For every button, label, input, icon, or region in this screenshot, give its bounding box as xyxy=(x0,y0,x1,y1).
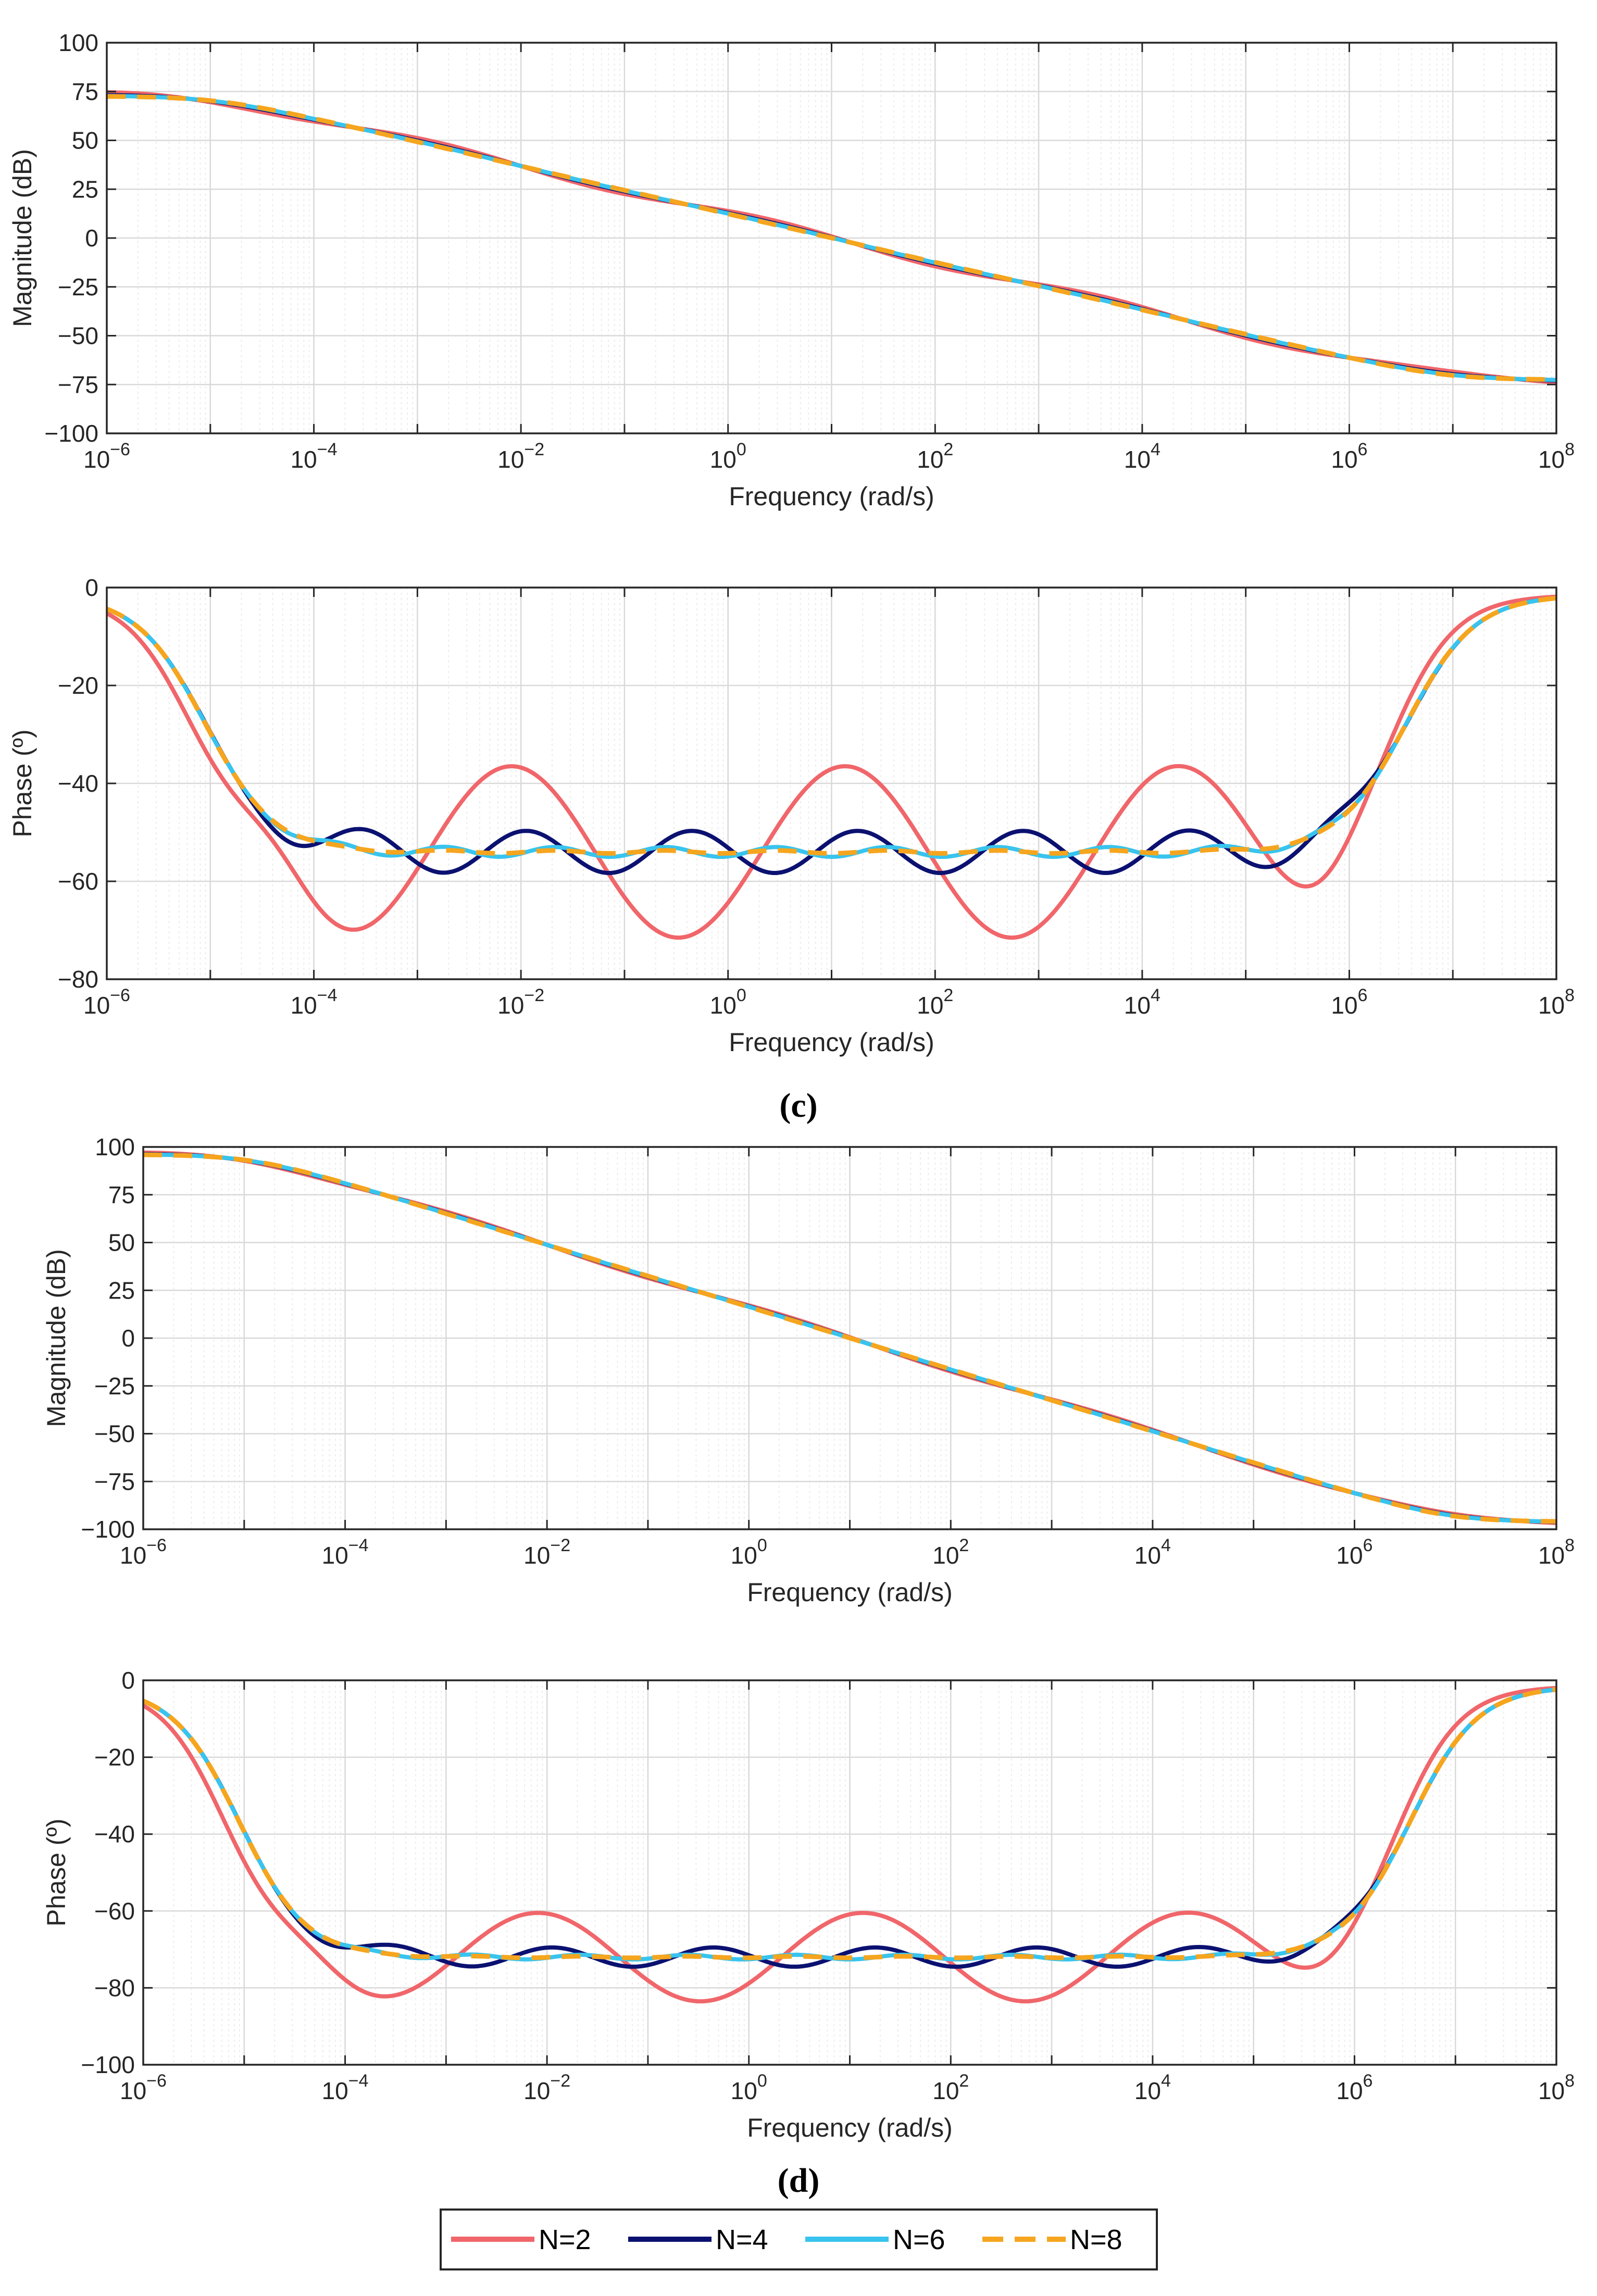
x-tick-label: 100 xyxy=(710,440,746,473)
x-tick-label: 104 xyxy=(1134,2071,1171,2104)
legend-label: N=2 xyxy=(539,2224,591,2255)
y-tick-label: −60 xyxy=(94,1898,135,1925)
series-line-n6 xyxy=(106,596,1557,859)
plot-d-phase: 10−6 10−4 10−2 100 102 104 106 1080−20−40−60−80… xyxy=(42,1667,1575,2142)
x-tick-label: 10−2 xyxy=(523,2071,570,2104)
series-lines xyxy=(106,594,1557,940)
x-axis-label: Frequency (rad/s) xyxy=(747,1578,953,1607)
x-tick-label: 104 xyxy=(1124,440,1161,473)
y-tick-label: −25 xyxy=(94,1372,135,1400)
x-ticks: 10−6 10−4 10−2 100 102 104 106 108 xyxy=(83,588,1575,1019)
y-tick-label: 25 xyxy=(72,176,98,203)
y-tick-label: 0 xyxy=(85,224,98,252)
x-tick-label: 10−2 xyxy=(497,985,544,1019)
x-tick-label: 102 xyxy=(932,1536,969,1569)
y-ticks: 100 75 50 25 0 −25 −50 −75 −100 xyxy=(44,29,1556,447)
y-tick-label: −40 xyxy=(94,1820,135,1848)
x-tick-label: 108 xyxy=(1538,1536,1575,1569)
y-axis-label: Magnitude (dB) xyxy=(8,149,37,327)
x-tick-label: 104 xyxy=(1134,1536,1171,1569)
y-tick-label: −100 xyxy=(81,1516,135,1543)
legend-item-n6: N=6 xyxy=(805,2224,945,2255)
x-tick-label: 102 xyxy=(932,2071,969,2104)
y-tick-label: 0 xyxy=(121,1325,135,1352)
legend-box xyxy=(440,2208,1158,2270)
x-axis-label: Frequency (rad/s) xyxy=(729,1028,934,1057)
series-line-n8 xyxy=(106,94,1557,382)
y-tick-label: −80 xyxy=(58,966,98,993)
x-tick-label: 100 xyxy=(710,985,746,1019)
y-tick-label: 100 xyxy=(58,29,98,56)
x-tick-label: 10−4 xyxy=(322,1536,369,1569)
legend: N=2 N=4 N=6 N=8 xyxy=(440,2208,1158,2270)
y-tick-label: 50 xyxy=(72,127,98,154)
x-tick-label: 10−2 xyxy=(497,440,544,473)
series-line-n2 xyxy=(142,1686,1557,2004)
x-tick-label: 10−2 xyxy=(523,1536,570,1569)
x-tick-label: 108 xyxy=(1538,2071,1575,2104)
y-tick-label: 25 xyxy=(108,1277,135,1304)
y-tick-label: −50 xyxy=(94,1420,135,1448)
series-line-n2 xyxy=(106,594,1557,940)
x-tick-label: 106 xyxy=(1331,440,1367,473)
x-tick-label: 108 xyxy=(1538,985,1575,1019)
y-tick-label: −60 xyxy=(58,868,98,895)
grid xyxy=(142,1679,1556,2066)
x-tick-label: 102 xyxy=(917,440,953,473)
x-axis-label: Frequency (rad/s) xyxy=(729,482,934,511)
series-lines xyxy=(142,1686,1557,2004)
plots-layer: 10−6 10−4 10−2 100 102 104 106 1081007550250−25… xyxy=(8,29,1575,2142)
y-tick-label: −40 xyxy=(58,770,98,797)
y-tick-label: 0 xyxy=(121,1667,135,1694)
y-tick-label: −80 xyxy=(94,1974,135,2001)
y-tick-label: −75 xyxy=(58,371,98,398)
plot-c-phase: 10−6 10−4 10−2 100 102 104 106 1080−20−40−60−80… xyxy=(8,574,1575,1057)
x-tick-label: 10−4 xyxy=(322,2071,369,2104)
series-line-n8 xyxy=(143,1152,1557,1524)
y-tick-label: −100 xyxy=(81,2051,135,2078)
y-tick-label: −100 xyxy=(44,420,98,447)
x-tick-label: 102 xyxy=(917,985,953,1019)
x-tick-label: 106 xyxy=(1331,985,1367,1019)
y-ticks: 100 75 50 25 0 −25 −50 −75 −100 xyxy=(81,1133,1556,1543)
x-tick-label: 104 xyxy=(1124,985,1161,1019)
x-tick-label: 10−4 xyxy=(291,985,338,1019)
y-tick-label: 50 xyxy=(108,1229,135,1256)
y-tick-label: −20 xyxy=(58,672,98,699)
y-tick-label: −75 xyxy=(94,1468,135,1495)
plot-d-mag: 10−6 10−4 10−2 100 102 104 106 1081007550250−25… xyxy=(42,1133,1575,1607)
legend-item-n8: N=8 xyxy=(982,2224,1122,2255)
y-ticks: 0 −20 −40 −60 −80 xyxy=(58,574,1556,993)
y-ticks: 0 −20 −40 −60 −80 −100 xyxy=(81,1667,1556,2078)
x-tick-label: 106 xyxy=(1336,1536,1373,1569)
series-lines xyxy=(143,1150,1557,1525)
panel-label-d: (d) xyxy=(778,2162,820,2200)
y-axis-label: Phase (º) xyxy=(42,1818,71,1926)
y-tick-label: −50 xyxy=(58,322,98,350)
series-lines xyxy=(106,90,1557,385)
legend-label: N=6 xyxy=(893,2224,945,2255)
y-axis-label: Phase (º) xyxy=(8,729,37,837)
series-line-n8 xyxy=(142,1687,1557,1961)
x-tick-label: 108 xyxy=(1538,440,1575,473)
panel-label-c: (c) xyxy=(779,1087,817,1125)
legend-item-n2: N=2 xyxy=(451,2224,591,2255)
x-tick-label: 106 xyxy=(1336,2071,1373,2104)
y-tick-label: −20 xyxy=(94,1744,135,1771)
x-axis-label: Frequency (rad/s) xyxy=(747,2113,953,2142)
y-tick-label: 0 xyxy=(85,574,98,601)
legend-item-n4: N=4 xyxy=(628,2224,768,2255)
y-tick-label: −25 xyxy=(58,273,98,301)
y-axis-label: Magnitude (dB) xyxy=(42,1249,71,1427)
y-tick-label: 75 xyxy=(108,1181,135,1208)
y-tick-label: 100 xyxy=(95,1133,135,1161)
x-tick-label: 100 xyxy=(731,2071,767,2104)
plot-c-mag: 10−6 10−4 10−2 100 102 104 106 1081007550250−25… xyxy=(8,29,1575,511)
legend-label: N=4 xyxy=(716,2224,768,2255)
x-tick-label: 10−4 xyxy=(291,440,338,473)
y-tick-label: 75 xyxy=(72,78,98,105)
x-tick-label: 100 xyxy=(731,1536,767,1569)
legend-label: N=8 xyxy=(1070,2224,1122,2255)
